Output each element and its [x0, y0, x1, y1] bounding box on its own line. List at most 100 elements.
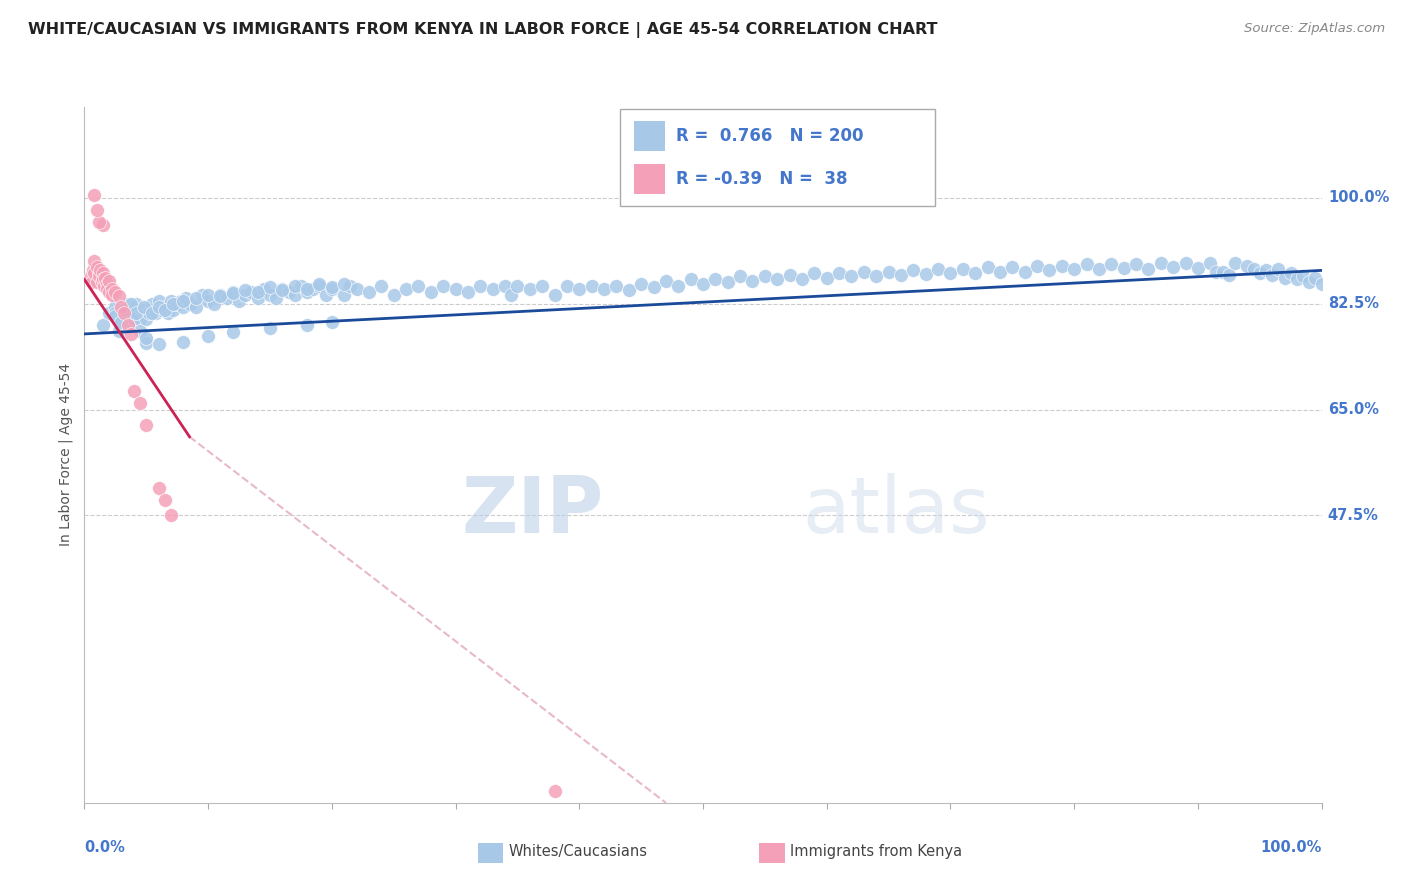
Point	[333, 277, 356, 291]
Point	[927, 262, 949, 277]
Point	[1292, 269, 1315, 284]
Point	[494, 278, 516, 293]
Point	[110, 311, 132, 326]
Point	[965, 266, 987, 280]
Text: WHITE/CAUCASIAN VS IMMIGRANTS FROM KENYA IN LABOR FORCE | AGE 45-54 CORRELATION : WHITE/CAUCASIAN VS IMMIGRANTS FROM KENYA…	[28, 22, 938, 38]
Point	[1267, 262, 1289, 277]
Point	[135, 311, 157, 326]
Point	[259, 321, 281, 335]
Point	[86, 276, 108, 290]
Point	[1310, 277, 1333, 291]
Point	[209, 289, 232, 303]
Point	[91, 267, 114, 281]
Point	[215, 291, 238, 305]
Point	[264, 291, 287, 305]
Point	[1063, 262, 1085, 277]
Point	[1298, 276, 1320, 290]
Point	[160, 293, 183, 308]
Point	[890, 268, 912, 283]
Point	[253, 281, 276, 295]
Point	[501, 287, 523, 301]
Point	[96, 277, 118, 291]
Point	[104, 300, 127, 314]
Point	[295, 285, 318, 299]
Point	[222, 286, 245, 301]
Point	[83, 254, 105, 268]
Point	[117, 296, 139, 310]
Point	[1161, 260, 1184, 275]
Point	[82, 263, 104, 277]
Point	[865, 269, 887, 284]
Point	[481, 281, 503, 295]
Text: 82.5%: 82.5%	[1327, 296, 1379, 311]
Point	[120, 326, 142, 341]
Point	[531, 278, 554, 293]
Point	[197, 328, 219, 343]
Point	[1254, 263, 1277, 277]
Point	[952, 262, 974, 277]
Point	[157, 306, 180, 320]
Point	[1285, 272, 1308, 286]
Point	[240, 285, 263, 299]
Text: ZIP: ZIP	[461, 473, 605, 549]
Point	[172, 293, 194, 308]
Point	[302, 281, 325, 295]
Point	[120, 315, 142, 329]
Point	[170, 293, 193, 308]
Point	[1038, 263, 1060, 277]
Point	[1099, 257, 1122, 271]
Point	[339, 278, 361, 293]
Point	[89, 267, 111, 281]
Point	[1279, 266, 1302, 280]
Point	[519, 281, 541, 295]
Point	[333, 287, 356, 301]
Point	[209, 287, 232, 301]
Point	[470, 278, 492, 293]
Point	[555, 278, 578, 293]
Point	[346, 281, 368, 295]
Point	[259, 280, 281, 294]
Point	[108, 289, 131, 303]
Text: 65.0%: 65.0%	[1327, 402, 1379, 417]
Point	[233, 283, 256, 297]
Point	[841, 269, 863, 284]
Point	[184, 291, 207, 305]
Point	[135, 331, 157, 345]
Point	[1137, 262, 1160, 277]
Point	[728, 269, 751, 284]
Point	[315, 287, 337, 301]
Point	[444, 281, 467, 295]
Point	[630, 277, 652, 291]
Point	[790, 272, 813, 286]
Point	[852, 264, 875, 278]
Point	[766, 272, 789, 286]
Point	[148, 337, 170, 351]
Point	[1223, 256, 1246, 270]
Point	[259, 287, 281, 301]
Point	[172, 300, 194, 314]
Point	[91, 272, 114, 286]
Text: 47.5%: 47.5%	[1327, 508, 1379, 523]
Point	[1001, 260, 1024, 275]
Point	[295, 281, 318, 295]
Point	[90, 276, 112, 290]
Point	[110, 300, 132, 314]
Point	[308, 278, 330, 293]
Point	[89, 263, 111, 277]
Point	[202, 296, 225, 310]
Point	[1174, 256, 1197, 270]
Text: 0.0%: 0.0%	[84, 839, 125, 855]
Point	[988, 264, 1011, 278]
Point	[1125, 257, 1147, 271]
Point	[666, 278, 689, 293]
Text: atlas: atlas	[801, 473, 990, 549]
Point	[308, 277, 330, 291]
Text: R =  0.766   N = 200: R = 0.766 N = 200	[676, 127, 863, 145]
Point	[100, 287, 122, 301]
Point	[754, 269, 776, 284]
Point	[117, 318, 139, 332]
Point	[246, 291, 269, 305]
Point	[110, 306, 132, 320]
Point	[1212, 264, 1234, 278]
Point	[1261, 268, 1284, 283]
